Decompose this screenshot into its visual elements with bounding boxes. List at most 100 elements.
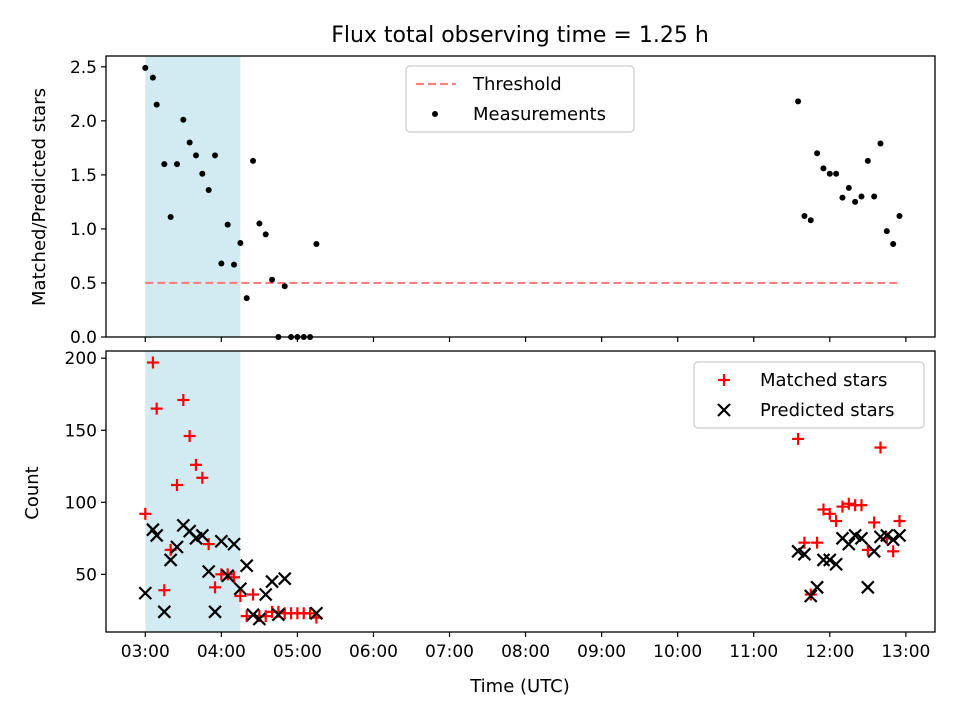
top-point (237, 239, 244, 246)
legend-matched-swatch (718, 374, 730, 386)
top-y-tick-label: 1.0 (70, 220, 97, 240)
top-point (142, 64, 149, 71)
bottom-matched-point (855, 499, 868, 512)
top-point (149, 74, 156, 81)
bottom-predicted-point (208, 605, 222, 619)
top-point (883, 228, 890, 235)
bottom-predicted-point (810, 580, 824, 595)
bottom-predicted-point (867, 544, 881, 559)
bottom-x-tick-label: 12:00 (805, 642, 854, 662)
top-point (250, 157, 257, 164)
top-legend-box (405, 65, 635, 133)
bottom-predicted-point (246, 607, 260, 622)
top-y-tick-label: 2.0 (70, 112, 97, 132)
bottom-matched-point (202, 538, 215, 551)
legend-measurements-swatch (432, 111, 438, 117)
bottom-matched-point (177, 393, 190, 406)
bottom-predicted-point (157, 605, 172, 619)
bottom-matched-point (234, 589, 247, 602)
bottom-matched-point (304, 607, 317, 620)
top-y-tick-label: 0.5 (70, 274, 97, 294)
bottom-matched-point (792, 432, 805, 445)
bottom-predicted-point (265, 574, 279, 589)
bottom-matched-point (811, 536, 824, 549)
top-point (826, 170, 833, 177)
bottom-predicted-point (829, 557, 843, 572)
bottom-predicted-point (880, 528, 894, 543)
top-point (877, 140, 884, 147)
top-point (896, 212, 903, 219)
top-point (858, 193, 865, 200)
bottom-x-tick-label: 08:00 (501, 642, 550, 662)
bottom-x-tick-label: 05:00 (273, 642, 322, 662)
top-point (269, 276, 276, 283)
bottom-predicted-point (886, 532, 900, 547)
bottom-x-tick-label: 06:00 (349, 642, 398, 662)
bottom-predicted-point (816, 553, 831, 567)
top-point (231, 261, 238, 268)
top-point (167, 214, 174, 221)
top-point (224, 221, 231, 228)
bottom-x-tick-label: 07:00 (425, 642, 474, 662)
bottom-matched-point (887, 545, 900, 558)
top-point (871, 193, 878, 200)
top-point (205, 187, 212, 194)
bottom-y-tick-label: 50 (75, 565, 97, 585)
top-point (313, 241, 320, 248)
bottom-predicted-point (146, 522, 160, 537)
bottom-predicted-point (892, 528, 907, 543)
top-point (212, 152, 219, 159)
top-point (795, 98, 802, 105)
bottom-predicted-point (239, 558, 254, 573)
bottom-matched-point (817, 503, 830, 516)
bottom-matched-point (139, 507, 152, 520)
legend-predicted-swatch (717, 403, 731, 417)
bottom-x-tick-label: 03:00 (121, 642, 170, 662)
bottom-predicted-point (170, 540, 184, 554)
bottom-predicted-point (138, 586, 153, 600)
top-highlight-span (145, 56, 241, 337)
top-panel: 0.0 0.5 1.0 1.5 2.0 2.5 Threshold Measurements (70, 55, 936, 348)
bottom-matched-point (823, 507, 836, 520)
bottom-x-tick-label: 10:00 (653, 642, 702, 662)
top-point (852, 198, 859, 205)
bottom-matched-point (836, 500, 849, 513)
bottom-predicted-point (309, 606, 324, 621)
bottom-matched-point (874, 441, 887, 454)
bottom-predicted-point (195, 528, 210, 543)
bottom-matched-point (798, 536, 811, 549)
bottom-legend-box (693, 361, 925, 429)
bottom-matched-point (183, 430, 196, 443)
bottom-predicted-point (854, 531, 869, 546)
top-point (820, 165, 827, 172)
top-point (807, 217, 814, 224)
bottom-x-tick-label: 11:00 (729, 642, 778, 662)
bottom-predicted-point (277, 571, 292, 586)
legend-threshold-label: Threshold (472, 74, 562, 95)
bottom-matched-point (158, 584, 171, 597)
top-point (845, 184, 852, 191)
bottom-x-tick-label: 13:00 (881, 642, 930, 662)
top-point (814, 150, 821, 157)
bottom-y-tick-label: 150 (65, 421, 97, 441)
legend-predicted-label: Predicted stars (760, 400, 894, 421)
bottom-y-tick-label: 100 (65, 493, 97, 513)
top-point (833, 170, 840, 177)
top-y-tick-label: 2.5 (70, 58, 97, 78)
top-axes-frame (105, 55, 936, 338)
bottom-matched-point (150, 402, 163, 415)
top-point (218, 260, 225, 267)
bottom-predicted-point (803, 589, 818, 603)
bottom-predicted-point (271, 607, 286, 622)
chart-title: Flux total observing time = 1.25 h (331, 23, 709, 48)
bottom-matched-point (893, 515, 906, 528)
bottom-matched-point (247, 588, 260, 601)
bottom-matched-point (170, 479, 183, 492)
top-point (186, 139, 193, 146)
bottom-predicted-point (823, 553, 837, 567)
bottom-predicted-point (220, 569, 235, 583)
top-point (153, 101, 160, 108)
bottom-predicted-point (214, 534, 229, 548)
bottom-predicted-point (842, 537, 856, 551)
